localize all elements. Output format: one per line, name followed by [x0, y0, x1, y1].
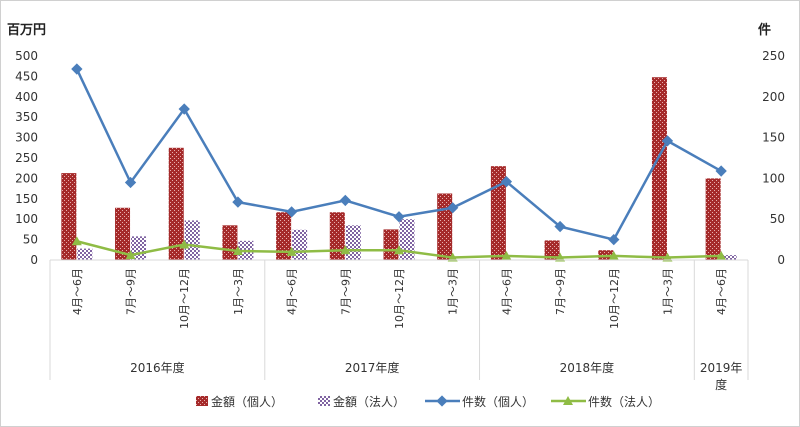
legend-marker-kojin-count — [436, 395, 448, 407]
category-label: 1月～3月 — [661, 268, 674, 315]
point-kojin-count — [393, 211, 405, 223]
point-kojin-count — [232, 196, 244, 208]
category-label: 4月～6月 — [71, 268, 84, 315]
category-label: 1月～3月 — [447, 268, 460, 315]
left-axis-ticks: 0 50 100 150 200 250 300 350 400 450 500 — [15, 49, 38, 267]
left-axis-unit: 百万円 — [7, 23, 46, 38]
bar-kojin-amount — [490, 166, 506, 260]
category-label: 1月～3月 — [232, 268, 245, 315]
bar-kojin-amount — [651, 77, 667, 260]
category-label: 10月～12月 — [178, 268, 191, 329]
bar-houjin-amount — [721, 255, 737, 260]
bar-kojin-amount — [383, 229, 399, 260]
line-series — [71, 63, 727, 262]
group-label: 2018年度 — [560, 360, 615, 375]
bar-kojin-amount — [168, 147, 184, 260]
category-label: 4月～6月 — [500, 268, 513, 315]
point-kojin-count — [124, 176, 137, 189]
bar-kojin-amount — [115, 207, 131, 260]
legend-label-houjin-amount: 金額（法人） — [333, 394, 405, 409]
point-houjin-count — [125, 250, 136, 260]
point-houjin-count — [179, 239, 190, 249]
legend-label-kojin-count: 件数（個人） — [462, 394, 534, 409]
bar-series — [61, 77, 737, 260]
point-kojin-count — [339, 194, 351, 207]
left-tick-label: 400 — [15, 90, 38, 104]
bar-kojin-amount — [329, 212, 345, 260]
bar-kojin-amount — [705, 178, 721, 260]
point-houjin-count — [286, 246, 297, 256]
right-tick-label: 100 — [762, 171, 785, 185]
right-tick-label: 200 — [762, 90, 785, 104]
legend-swatch-kojin-amount — [196, 396, 208, 406]
left-tick-label: 50 — [23, 233, 38, 247]
legend-label-kojin-amount: 金額（個人） — [211, 394, 283, 409]
category-label: 10月～12月 — [393, 268, 406, 329]
left-tick-label: 350 — [15, 110, 38, 124]
point-houjin-count — [232, 246, 243, 256]
point-kojin-count — [285, 206, 298, 218]
bar-houjin-amount — [184, 220, 200, 260]
group-label: 2019年 — [700, 361, 743, 375]
category-labels: 4月～6月 7月～9月 10月～12月 1月～3月 4月～6月 7月～9月 10月～12月 1… — [71, 268, 728, 329]
bar-kojin-amount — [61, 173, 77, 260]
bar-houjin-amount — [345, 225, 361, 260]
point-houjin-count — [555, 252, 566, 262]
point-kojin-count — [608, 233, 620, 246]
point-kojin-count — [71, 63, 83, 75]
right-tick-label: 0 — [777, 253, 785, 267]
category-label: 4月～6月 — [715, 268, 728, 315]
group-label-wrap: 度 — [715, 377, 727, 392]
legend-marker-houjin-count — [563, 396, 573, 405]
category-label: 7月～9月 — [554, 268, 567, 315]
point-houjin-count — [340, 245, 351, 255]
bar-kojin-amount — [437, 193, 453, 260]
legend: 金額（個人） 金額（法人） 件数（個人） 件数（法人） — [196, 394, 660, 409]
point-kojin-count — [500, 176, 513, 188]
point-kojin-count — [554, 220, 566, 233]
right-tick-label: 150 — [762, 131, 785, 145]
point-kojin-count — [447, 202, 459, 214]
category-label: 10月～12月 — [608, 268, 621, 329]
point-kojin-count — [661, 135, 674, 147]
bar-houjin-amount — [77, 248, 93, 260]
point-houjin-count — [71, 236, 82, 246]
right-axis-ticks: 0 50 100 150 200 250 — [762, 49, 785, 267]
right-tick-label: 250 — [762, 49, 785, 63]
point-houjin-count — [608, 250, 619, 260]
bar-kojin-amount — [276, 212, 292, 260]
bar-kojin-amount — [544, 240, 560, 260]
legend-label-houjin-count: 件数（法人） — [588, 394, 660, 409]
legend-swatch-houjin-amount — [318, 396, 330, 406]
group-label: 2017年度 — [345, 360, 400, 375]
point-houjin-count — [662, 252, 673, 262]
left-tick-label: 450 — [15, 69, 38, 83]
point-houjin-count — [716, 250, 727, 260]
left-tick-label: 100 — [15, 212, 38, 226]
point-houjin-count — [447, 252, 458, 262]
left-tick-label: 250 — [15, 151, 38, 165]
left-tick-label: 150 — [15, 192, 38, 206]
point-kojin-count — [715, 165, 727, 177]
right-tick-label: 50 — [770, 212, 785, 226]
category-label: 7月～9月 — [125, 268, 138, 315]
left-tick-label: 200 — [15, 171, 38, 185]
right-axis-unit: 件 — [758, 22, 771, 38]
point-houjin-count — [501, 250, 512, 260]
category-label: 4月～6月 — [286, 268, 299, 315]
group-label: 2016年度 — [130, 360, 185, 375]
category-label: 7月～9月 — [339, 268, 352, 315]
left-tick-label: 300 — [15, 131, 38, 145]
point-houjin-count — [394, 245, 404, 255]
left-tick-label: 500 — [15, 49, 38, 63]
left-tick-label: 0 — [30, 253, 38, 267]
